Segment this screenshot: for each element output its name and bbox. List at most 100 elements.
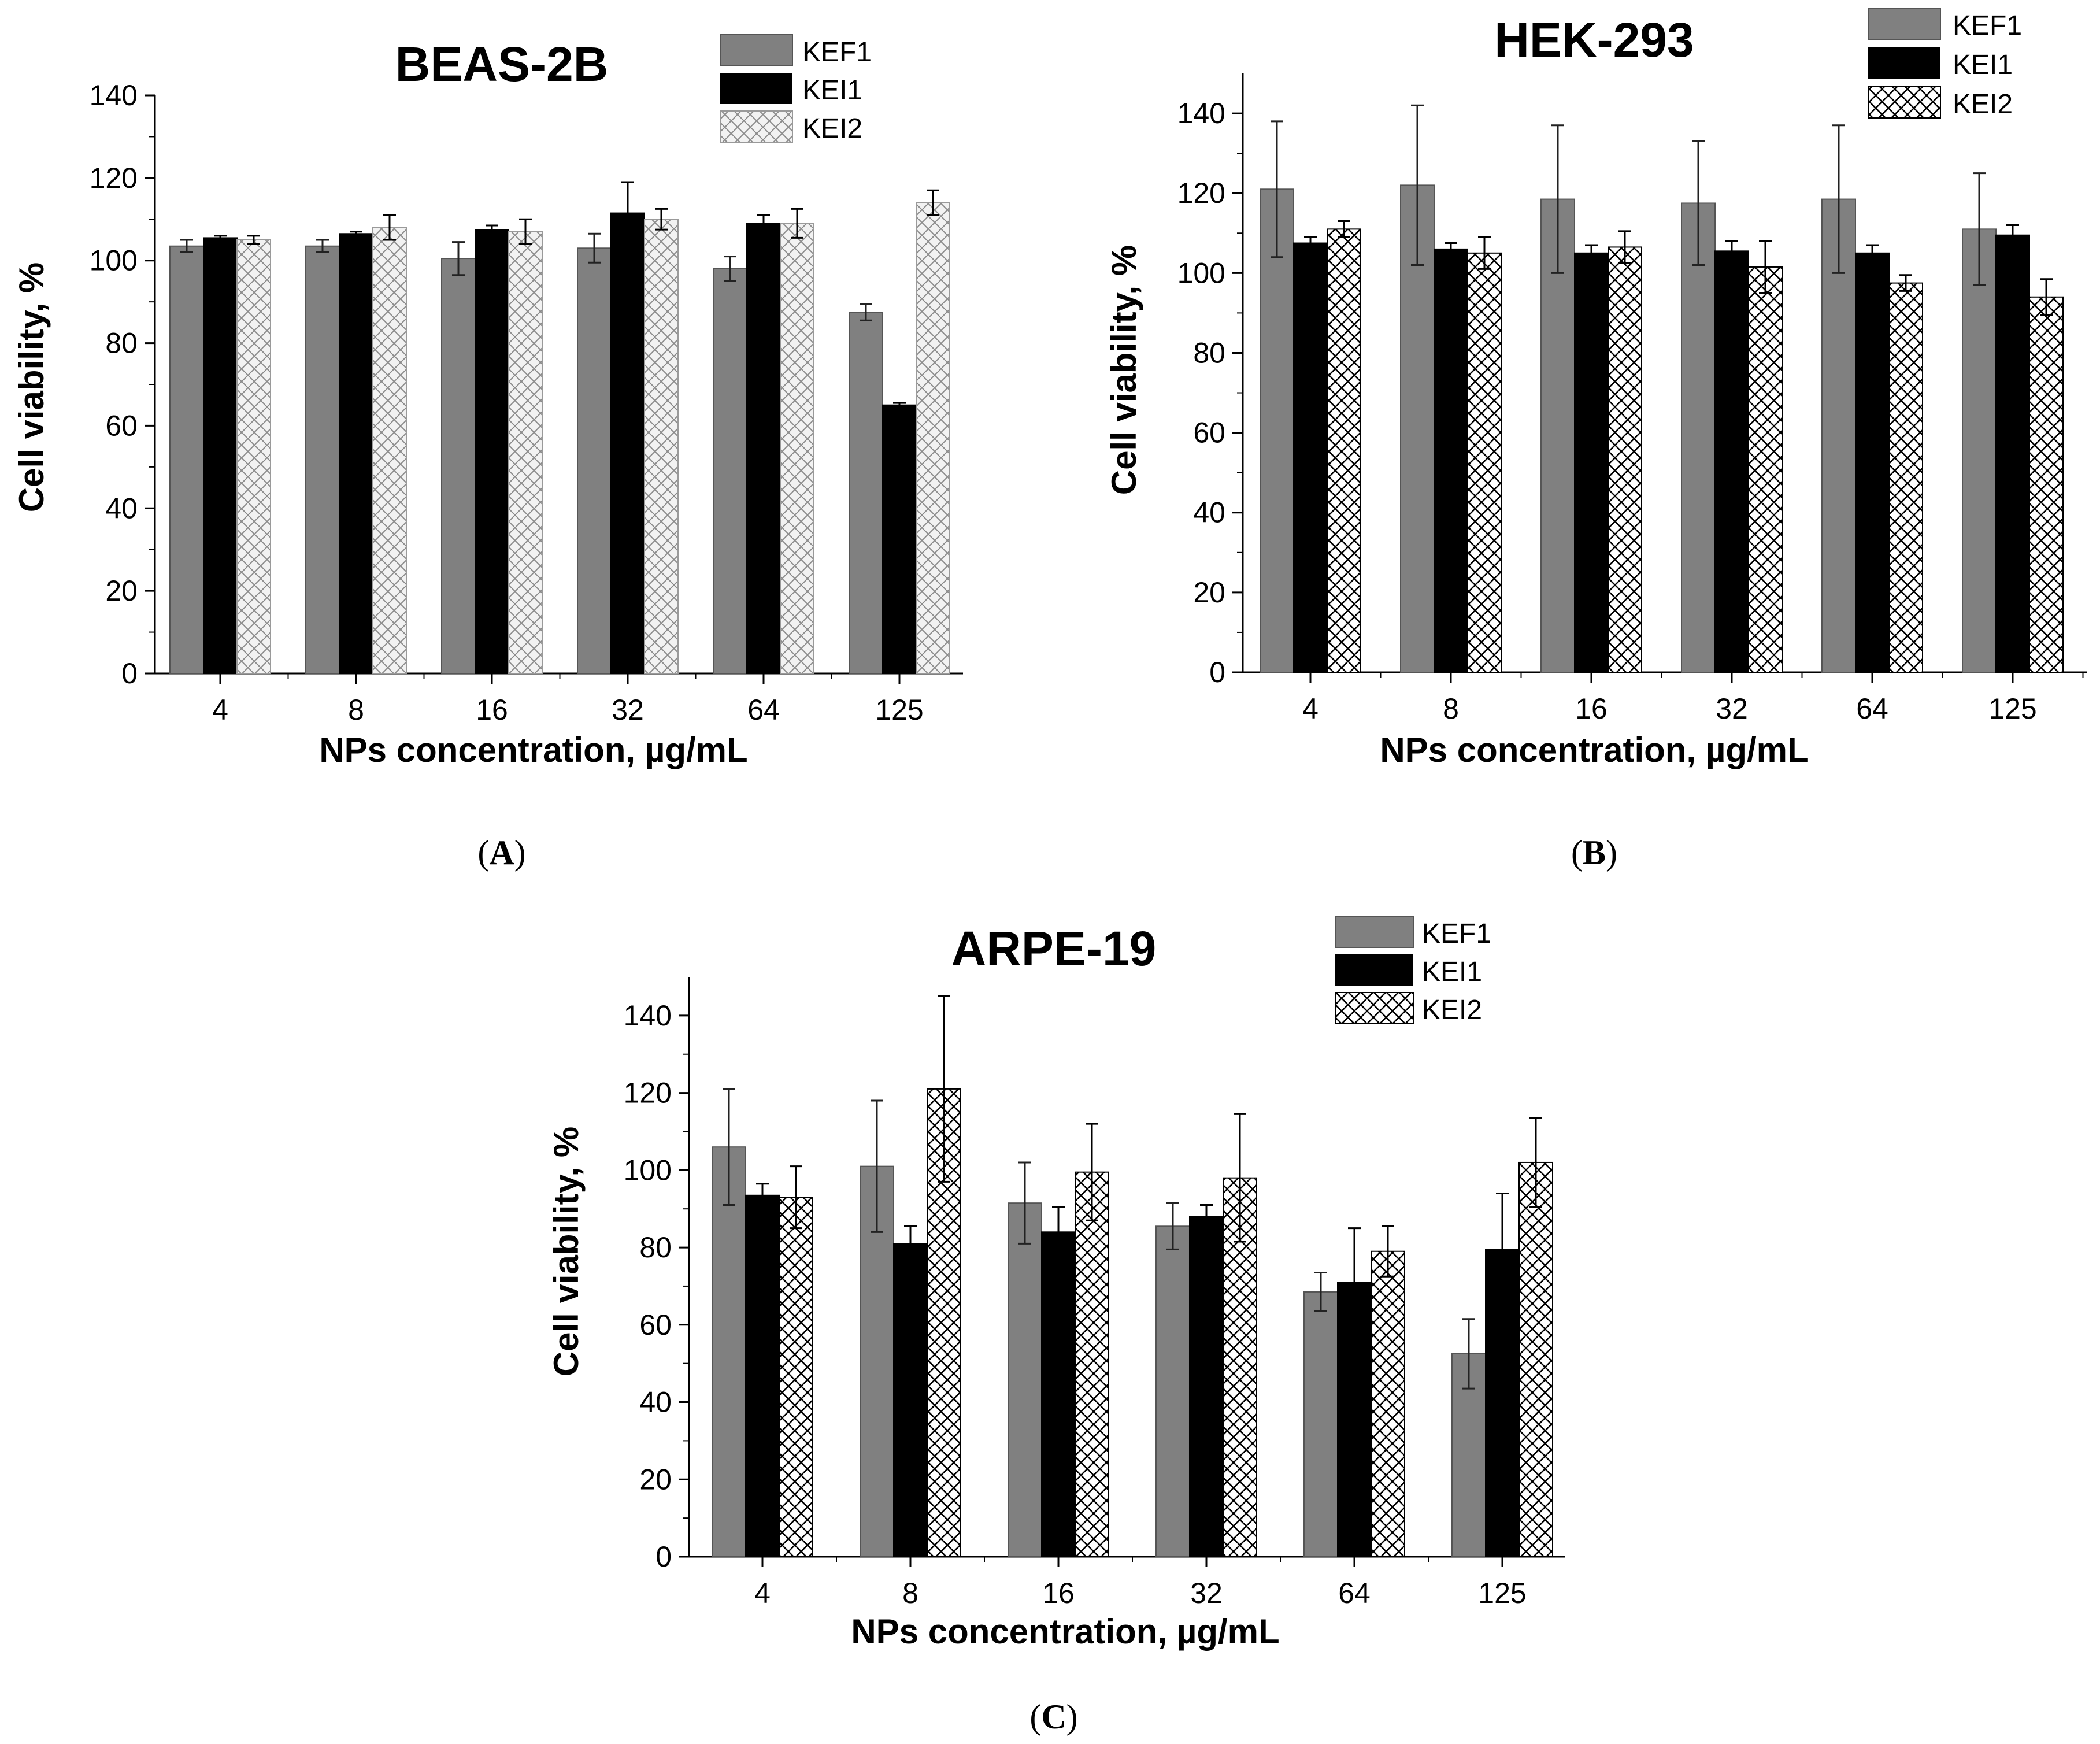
y-tick-label: 60 bbox=[639, 1309, 672, 1341]
chart-title: ARPE-19 bbox=[951, 921, 1157, 976]
y-axis-label: Cell viability, % bbox=[12, 262, 51, 512]
bar-kei2-64 bbox=[1888, 282, 1923, 673]
x-tick-label: 4 bbox=[754, 1577, 771, 1609]
bar-kei1-125 bbox=[1995, 234, 2030, 673]
bar-kei1-4 bbox=[1293, 242, 1328, 673]
legend: KEF1 KEI1 KEI2 bbox=[720, 34, 872, 144]
chart-panel-b: HEK-293 Cell viability, % NPs concentrat… bbox=[1105, 8, 2087, 769]
y-tick-label: 40 bbox=[1193, 497, 1225, 529]
bar-kei2-16 bbox=[508, 231, 543, 674]
bar-kei1-32 bbox=[1189, 1216, 1224, 1557]
legend-label-kef1: KEF1 bbox=[1422, 919, 1491, 949]
bar-kei1-4 bbox=[745, 1194, 780, 1557]
bar-kei1-64 bbox=[746, 223, 781, 674]
y-tick-label: 100 bbox=[1177, 257, 1225, 289]
chart-title: HEK-293 bbox=[1494, 13, 1694, 67]
bar-kei2-125 bbox=[2029, 296, 2064, 673]
panel-label-b: (B) bbox=[1571, 834, 1617, 872]
x-tick-label: 125 bbox=[1478, 1577, 1526, 1609]
y-axis-label: Cell viability, % bbox=[547, 1127, 586, 1376]
bar-kei1-32 bbox=[1714, 250, 1749, 673]
x-tick-label: 4 bbox=[1302, 693, 1318, 725]
y-tick-label: 140 bbox=[1177, 97, 1225, 129]
bar-kef1-125 bbox=[1962, 228, 1997, 673]
bar-kei2-8 bbox=[372, 227, 407, 675]
legend-label-kei1: KEI1 bbox=[802, 75, 862, 106]
bar-kef1-125 bbox=[849, 312, 883, 674]
legend-swatch-kei1 bbox=[1868, 47, 1940, 79]
legend-swatch-kei2 bbox=[1868, 86, 1941, 119]
y-tick-label: 100 bbox=[90, 245, 138, 277]
bar-kei1-125 bbox=[882, 404, 917, 674]
legend-label-kei2: KEI2 bbox=[802, 113, 862, 144]
bar-kei2-16 bbox=[1075, 1171, 1109, 1557]
bar-kei1-64 bbox=[1855, 252, 1890, 673]
chart-title: BEAS-2B bbox=[395, 37, 609, 91]
y-tick-label: 60 bbox=[105, 409, 138, 442]
chart-panel-c: ARPE-19 Cell viability, % NPs concentrat… bbox=[547, 916, 1565, 1651]
legend-label-kef1: KEF1 bbox=[1953, 10, 2022, 41]
bar-kei1-4 bbox=[203, 237, 238, 674]
y-tick-label: 40 bbox=[105, 492, 138, 524]
bar-kei2-125 bbox=[916, 202, 950, 674]
y-tick-label: 20 bbox=[105, 575, 138, 607]
x-tick-label: 64 bbox=[1338, 1577, 1371, 1609]
bar-kef1-4 bbox=[1260, 188, 1294, 673]
legend-label-kei2: KEI2 bbox=[1422, 995, 1482, 1025]
x-tick-label: 32 bbox=[1716, 693, 1748, 725]
bar-kei1-16 bbox=[475, 229, 509, 674]
x-tick-label: 125 bbox=[1988, 693, 2036, 725]
legend: KEF1 KEI1 KEI2 bbox=[1335, 916, 1491, 1025]
x-tick-label: 8 bbox=[902, 1577, 918, 1609]
x-tick-label: 16 bbox=[1575, 693, 1608, 725]
x-tick-label: 8 bbox=[348, 694, 364, 726]
legend-swatch-kei1 bbox=[720, 73, 792, 104]
bar-kei2-16 bbox=[1608, 246, 1642, 673]
legend-label-kei1: KEI1 bbox=[1953, 50, 2013, 80]
x-axis-label: NPs concentration, µg/mL bbox=[851, 1612, 1279, 1651]
plot-area: 0 20 40 60 80 100 120 140 4 8 16 32 64 125 bbox=[624, 977, 1565, 1609]
bar-kei1-8 bbox=[339, 233, 373, 674]
y-axis-label: Cell viability, % bbox=[1105, 245, 1143, 495]
bar-kef1-16 bbox=[1540, 198, 1575, 673]
y-tick-label: 120 bbox=[90, 162, 138, 194]
panel-label-c: (C) bbox=[1029, 1698, 1077, 1736]
y-tick-label: 0 bbox=[655, 1541, 672, 1573]
x-tick-label: 32 bbox=[612, 694, 644, 726]
y-tick-label: 0 bbox=[121, 657, 138, 690]
legend-label-kei1: KEI1 bbox=[1422, 957, 1482, 987]
x-tick-label: 125 bbox=[875, 694, 923, 726]
y-tick-label: 20 bbox=[639, 1463, 672, 1495]
bar-kei2-32 bbox=[1748, 266, 1783, 673]
bar-kei2-4 bbox=[236, 239, 271, 674]
x-tick-label: 8 bbox=[1443, 693, 1459, 725]
bar-kef1-64 bbox=[1303, 1291, 1338, 1558]
bar-kei1-32 bbox=[610, 212, 645, 675]
plot-area: 0 20 40 60 80 100 120 140 4 8 16 32 64 125 bbox=[90, 79, 963, 726]
bar-kef1-32 bbox=[1681, 202, 1716, 673]
bar-kef1-8 bbox=[1400, 184, 1435, 673]
bar-kef1-32 bbox=[1155, 1225, 1190, 1558]
x-axis-label: NPs concentration, µg/mL bbox=[1380, 731, 1808, 769]
y-tick-label: 100 bbox=[624, 1154, 672, 1186]
bar-kei2-125 bbox=[1518, 1161, 1553, 1557]
y-tick-label: 140 bbox=[624, 999, 672, 1032]
legend-swatch-kei2 bbox=[1335, 992, 1414, 1024]
bar-kei1-8 bbox=[893, 1243, 928, 1557]
y-tick-label: 20 bbox=[1193, 576, 1225, 609]
y-tick-label: 80 bbox=[1193, 336, 1225, 369]
y-tick-label: 80 bbox=[639, 1231, 672, 1264]
bar-kef1-32 bbox=[577, 247, 612, 674]
bar-kei2-4 bbox=[779, 1197, 813, 1557]
bar-kef1-16 bbox=[1008, 1202, 1042, 1557]
bar-kef1-4 bbox=[712, 1146, 746, 1558]
y-tick-label: 140 bbox=[90, 79, 138, 112]
plot-area: 0 20 40 60 80 100 120 140 4 8 16 32 64 125 bbox=[1177, 73, 2087, 725]
y-tick-label: 60 bbox=[1193, 417, 1225, 449]
bar-kei2-64 bbox=[1371, 1250, 1405, 1558]
bar-kef1-8 bbox=[305, 245, 340, 674]
bar-kei1-8 bbox=[1434, 248, 1468, 673]
y-tick-label: 120 bbox=[1177, 177, 1225, 209]
legend: KEF1 KEI1 KEI2 bbox=[1868, 8, 2022, 120]
